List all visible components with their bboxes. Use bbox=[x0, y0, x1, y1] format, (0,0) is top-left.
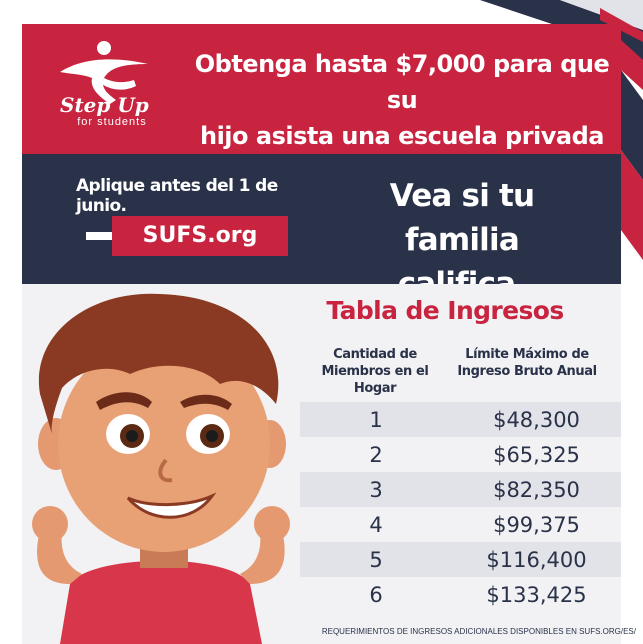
col-header-members-line-2: Miembros en el Hogar bbox=[321, 364, 429, 396]
header-banner: Step Up for students Obtenga hasta $7,00… bbox=[22, 24, 621, 186]
members-cell: 4 bbox=[369, 512, 383, 537]
income-limit-cell: $99,375 bbox=[493, 512, 580, 537]
deadline-text: Aplique antes del 1 de junio. bbox=[76, 176, 278, 216]
cta-band: Aplique antes del 1 de junio. SUFS.org V… bbox=[22, 154, 621, 302]
footer-note: REQUERIMIENTOS DE INGRESOS ADICIONALES D… bbox=[321, 627, 636, 636]
members-cell: 6 bbox=[369, 582, 383, 607]
income-limit-cell: $48,300 bbox=[493, 407, 580, 432]
col-header-income-line-1: Límite Máximo de bbox=[465, 347, 589, 362]
table-row: 6 $133,425 bbox=[300, 577, 621, 612]
members-cell: 3 bbox=[369, 477, 383, 502]
table-title: Tabla de Ingresos bbox=[326, 296, 564, 325]
table-row: 3 $82,350 bbox=[300, 472, 621, 507]
logo-wordmark: Step Up bbox=[60, 93, 149, 117]
running-figure-icon: Step Up bbox=[60, 41, 149, 117]
members-cell: 2 bbox=[369, 442, 383, 467]
income-limit-cell: $82,350 bbox=[493, 477, 580, 502]
members-cell: 1 bbox=[369, 407, 383, 432]
sufs-url-button[interactable]: SUFS.org bbox=[112, 216, 288, 256]
income-limit-cell: $133,425 bbox=[486, 582, 587, 607]
table-row: 1 $48,300 bbox=[300, 402, 621, 437]
table-row: 4 $99,375 bbox=[300, 507, 621, 542]
logo-tagline: for students bbox=[77, 116, 147, 128]
step-up-logo[interactable]: Step Up for students bbox=[52, 34, 172, 148]
income-limit-cell: $65,325 bbox=[493, 442, 580, 467]
boy-illustration bbox=[32, 293, 290, 644]
col-header-income: Límite Máximo de Ingreso Bruto Anual bbox=[452, 346, 602, 380]
table-row: 2 $65,325 bbox=[300, 437, 621, 472]
col-header-members: Cantidad de Miembros en el Hogar bbox=[300, 346, 450, 397]
col-header-members-line-1: Cantidad de bbox=[333, 347, 417, 362]
members-cell: 5 bbox=[369, 547, 383, 572]
table-row: 5 $116,400 bbox=[300, 542, 621, 577]
qualify-line-1: Vea si tu familia bbox=[389, 178, 535, 258]
income-table: 1 $48,300 2 $65,325 3 $82,350 4 $99,375 … bbox=[300, 402, 621, 612]
income-limit-cell: $116,400 bbox=[486, 547, 587, 572]
headline-line-1: Obtenga hasta $7,000 para que su bbox=[194, 50, 610, 114]
col-header-income-line-2: Ingreso Bruto Anual bbox=[457, 364, 597, 379]
